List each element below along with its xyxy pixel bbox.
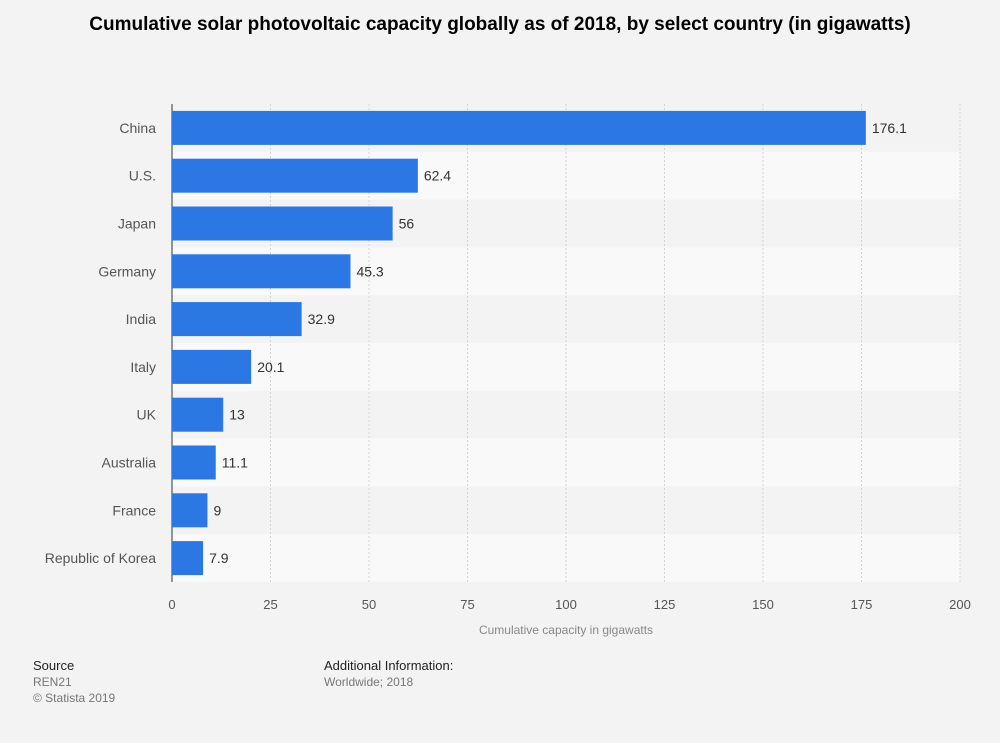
value-label: 13 [229,407,245,423]
category-labels: China U.S. Japan Germany India Italy UK Austral… [45,120,157,566]
copyright-text: © Statista 2019 [33,691,116,705]
bar [172,158,418,193]
x-tick-labels: 0 25 50 75 100 125 150 175 200 [168,597,970,612]
bar [172,302,302,337]
bar [172,349,252,384]
value-label: 32.9 [308,311,335,327]
chart-title: Cumulative solar photovoltaic capacity g… [89,14,911,35]
row-band [172,343,960,391]
value-labels: 176.1 62.4 56 45.3 32.9 20.1 13 11.1 9 7.9 [209,120,907,566]
x-tick-label: 100 [555,597,577,612]
x-tick-label: 0 [168,597,175,612]
value-label: 20.1 [257,359,284,375]
category-label: China [119,120,156,136]
additional-info-heading: Additional Information: [324,658,454,673]
row-band [172,438,960,487]
bar [172,397,224,432]
bar [172,493,208,528]
x-tick-label: 200 [949,597,971,612]
bar [172,541,204,576]
value-label: 7.9 [209,550,229,566]
x-tick-label: 75 [460,597,474,612]
bar [172,254,351,289]
x-tick-label: 175 [851,597,873,612]
bar [172,445,216,480]
x-tick-label: 150 [752,597,774,612]
category-label: Japan [118,216,156,232]
value-label: 11.1 [222,455,248,471]
value-label: 62.4 [424,168,451,184]
category-label: Germany [98,263,156,279]
x-axis-label: Cumulative capacity in gigawatts [479,623,653,637]
source-heading: Source [33,658,75,673]
value-label: 56 [399,216,415,232]
category-label: India [126,311,157,327]
value-label: 45.3 [356,263,383,279]
bars [172,110,866,576]
category-label: Australia [102,455,157,471]
source-text: REN21 [33,675,72,689]
row-band [172,534,960,582]
additional-info-block: Additional Information: Worldwide; 2018 [324,658,453,690]
x-tick-label: 50 [362,597,376,612]
category-label: Republic of Korea [45,550,157,566]
x-tick-label: 125 [654,597,676,612]
value-label: 9 [213,502,221,518]
bar [172,206,393,241]
bar-chart: China U.S. Japan Germany India Italy UK Austral… [45,104,971,637]
category-label: UK [137,407,157,423]
category-label: U.S. [129,168,156,184]
x-tick-label: 25 [263,597,277,612]
value-label: 176.1 [872,120,907,136]
additional-info-text: Worldwide; 2018 [324,675,414,689]
bar [172,110,866,145]
category-label: France [112,502,156,518]
category-label: Italy [130,359,156,375]
source-block: Source REN21 © Statista 2019 [33,658,115,706]
